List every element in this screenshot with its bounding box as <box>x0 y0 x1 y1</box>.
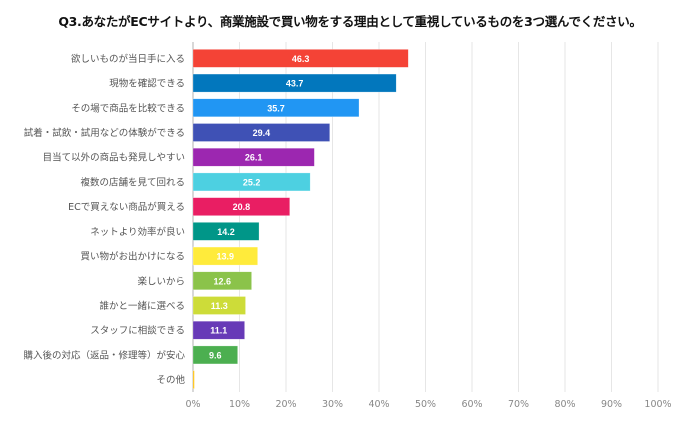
x-tick-label: 30% <box>322 399 343 410</box>
x-tick-label: 80% <box>554 399 575 410</box>
data-label: 29.4 <box>253 128 271 138</box>
data-label: 25.2 <box>243 177 261 187</box>
category-label: 楽しいから <box>137 275 185 287</box>
x-tick-label: 40% <box>368 399 389 410</box>
category-label: ECで買えない商品が買える <box>68 201 185 213</box>
data-label: 20.8 <box>233 202 251 212</box>
x-tick-label: 100% <box>644 399 671 410</box>
x-tick-label: 20% <box>275 399 296 410</box>
category-label: 購入後の対応（返品・修理等）が安心 <box>23 349 185 361</box>
bar <box>192 222 260 241</box>
bar <box>192 49 409 68</box>
bar <box>192 98 360 118</box>
data-label: 35.7 <box>267 103 285 113</box>
chart-title: Q3.あなたがECサイトより、商業施設で買い物をする理由として重視しているものを… <box>58 14 642 29</box>
data-label: 14.2 <box>217 227 235 237</box>
category-label: その他 <box>156 374 185 386</box>
category-label: スタッフに相談できる <box>90 325 185 337</box>
category-label: 買い物がお出かけになる <box>80 251 185 263</box>
bar <box>192 172 311 192</box>
x-tick-label: 70% <box>508 399 529 410</box>
category-label: ネットより効率が良い <box>90 226 185 238</box>
category-label: 目当て以外の商品も発見しやすい <box>43 152 185 164</box>
x-tick-label: 90% <box>601 399 622 410</box>
x-tick-label: 60% <box>461 399 482 410</box>
bar <box>192 271 252 291</box>
bar <box>192 370 195 389</box>
category-label: その場で商品を比較できる <box>71 102 185 114</box>
data-label: 11.1 <box>210 326 227 336</box>
bar <box>192 147 315 167</box>
data-label: 12.6 <box>214 276 232 286</box>
bar <box>192 296 246 315</box>
bar <box>192 197 290 216</box>
data-label: 46.3 <box>292 54 310 64</box>
x-tick-label: 50% <box>415 399 436 410</box>
data-label: 11.3 <box>211 301 228 311</box>
category-label: 現物を確認できる <box>109 78 185 90</box>
bar <box>192 123 330 142</box>
bar <box>192 320 245 340</box>
bar <box>192 246 258 266</box>
category-label: 複数の店舗を見て回れる <box>80 176 185 188</box>
bar <box>192 73 397 93</box>
data-label: 9.6 <box>209 350 222 360</box>
data-label: 13.9 <box>217 252 235 262</box>
x-tick-label: 10% <box>229 399 250 410</box>
data-label: 26.1 <box>245 153 263 163</box>
data-label: 43.7 <box>286 79 304 89</box>
x-tick-label: 0% <box>185 399 200 410</box>
category-label: 欲しいものが当日手に入る <box>71 53 185 65</box>
category-label: 試着・試飲・試用などの体験ができる <box>24 127 185 139</box>
bar <box>192 345 238 365</box>
category-label: 誰かと一緒に選べる <box>99 300 185 312</box>
